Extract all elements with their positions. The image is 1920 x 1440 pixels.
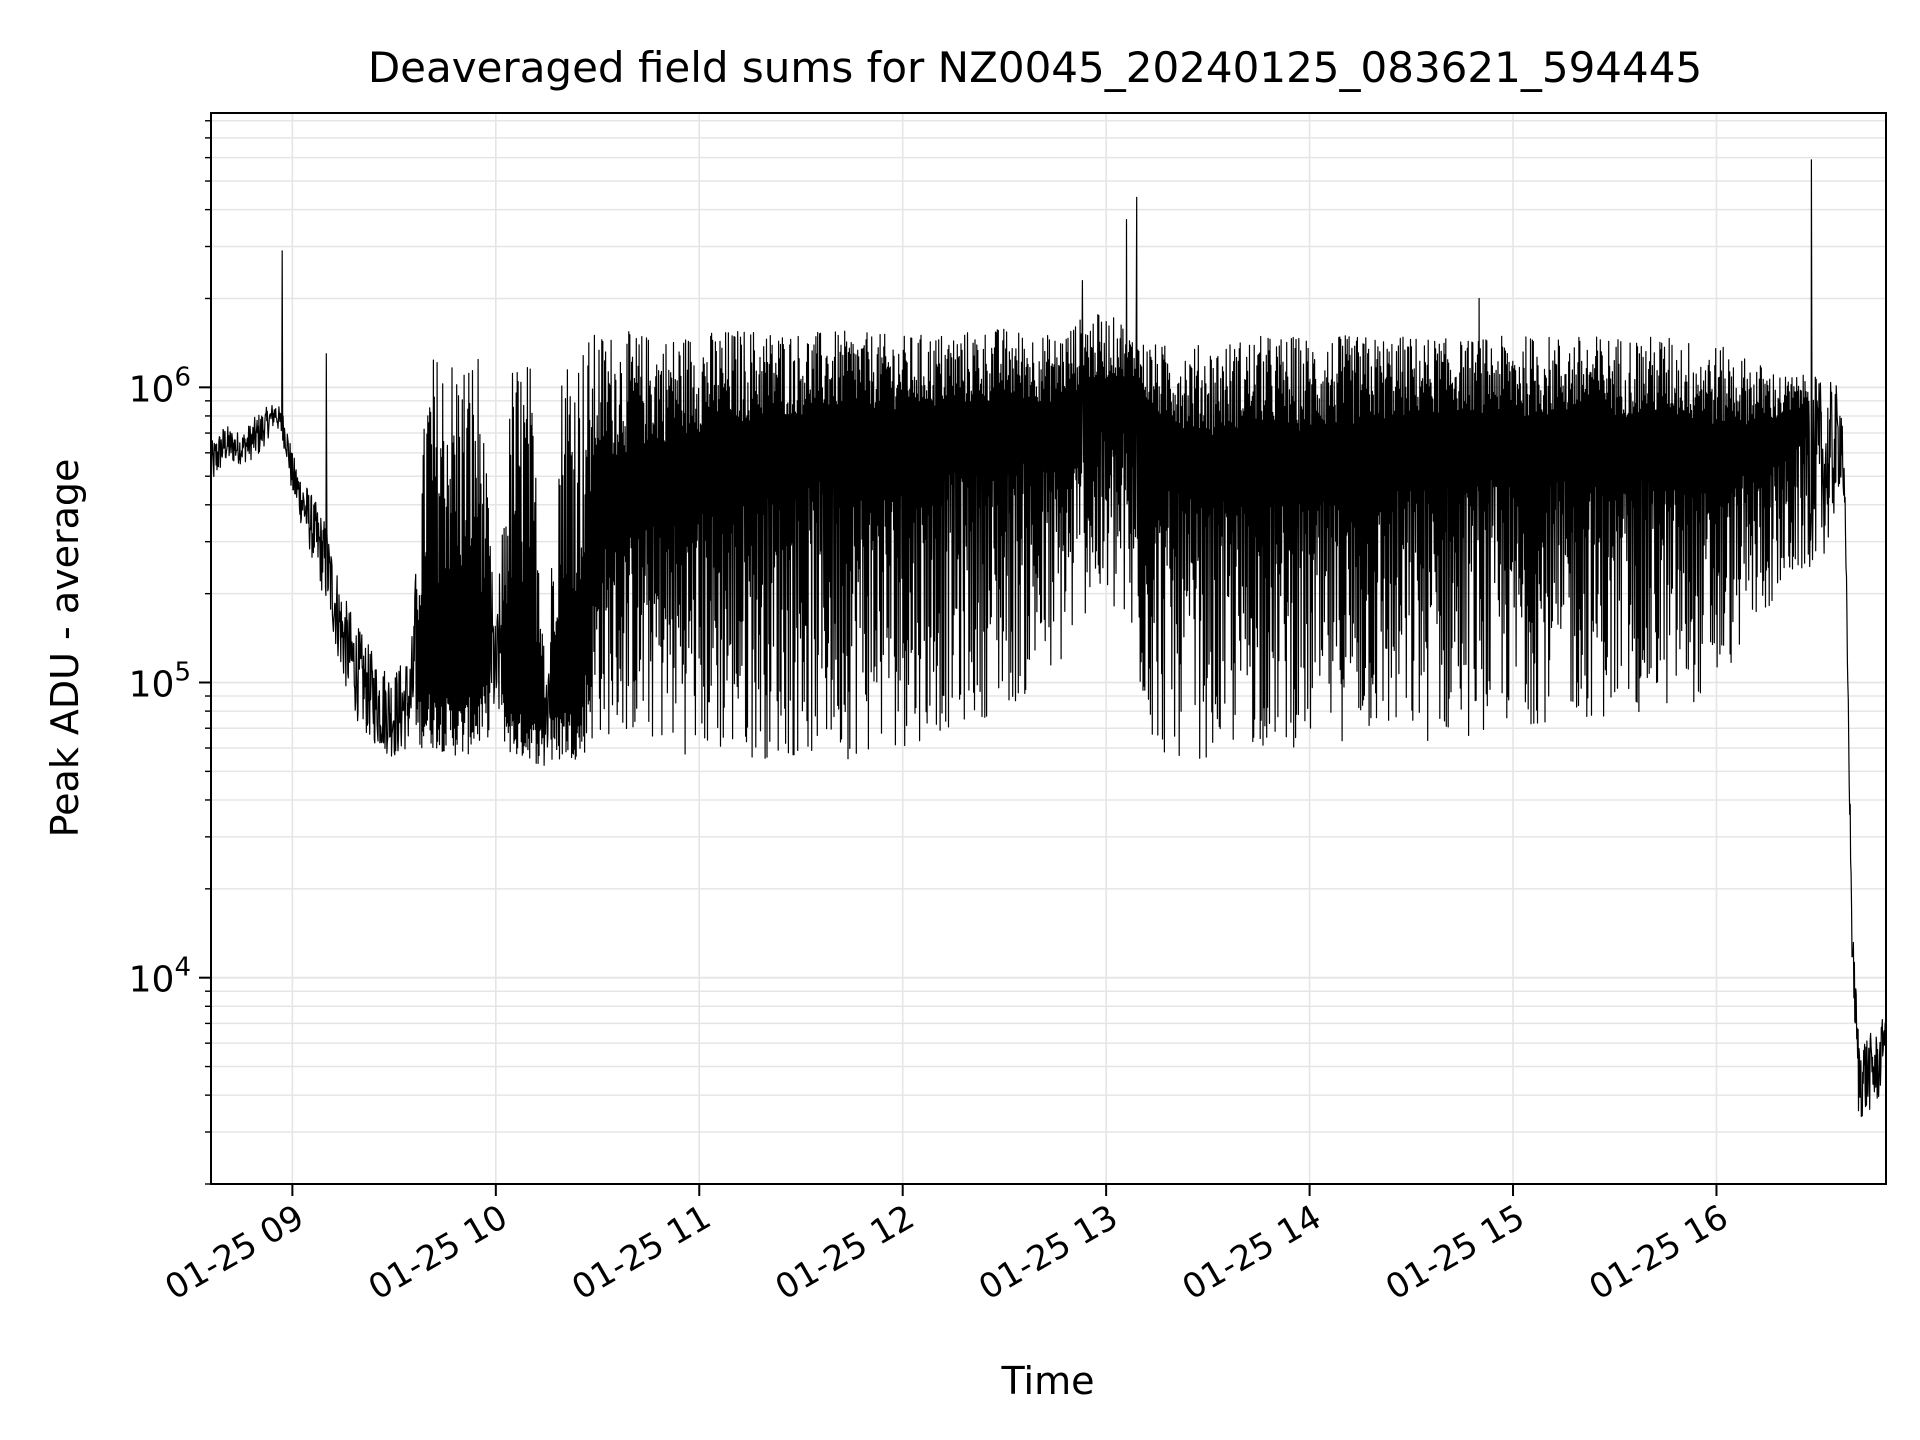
series-line	[211, 159, 1886, 1117]
y-axis-label: Peak ADU - average	[43, 459, 87, 838]
data-layer	[211, 159, 1886, 1117]
y-tick-label: 104	[129, 953, 191, 1001]
y-axis: 104 105 106	[129, 120, 211, 1185]
y-tick-label: 106	[129, 362, 191, 410]
y-tick-label: 105	[129, 658, 191, 706]
plot-frame	[210, 112, 1887, 1185]
x-axis-label: Time	[1001, 1359, 1095, 1403]
chart-title: Deaveraged field sums for NZ0045_2024012…	[368, 43, 1702, 92]
